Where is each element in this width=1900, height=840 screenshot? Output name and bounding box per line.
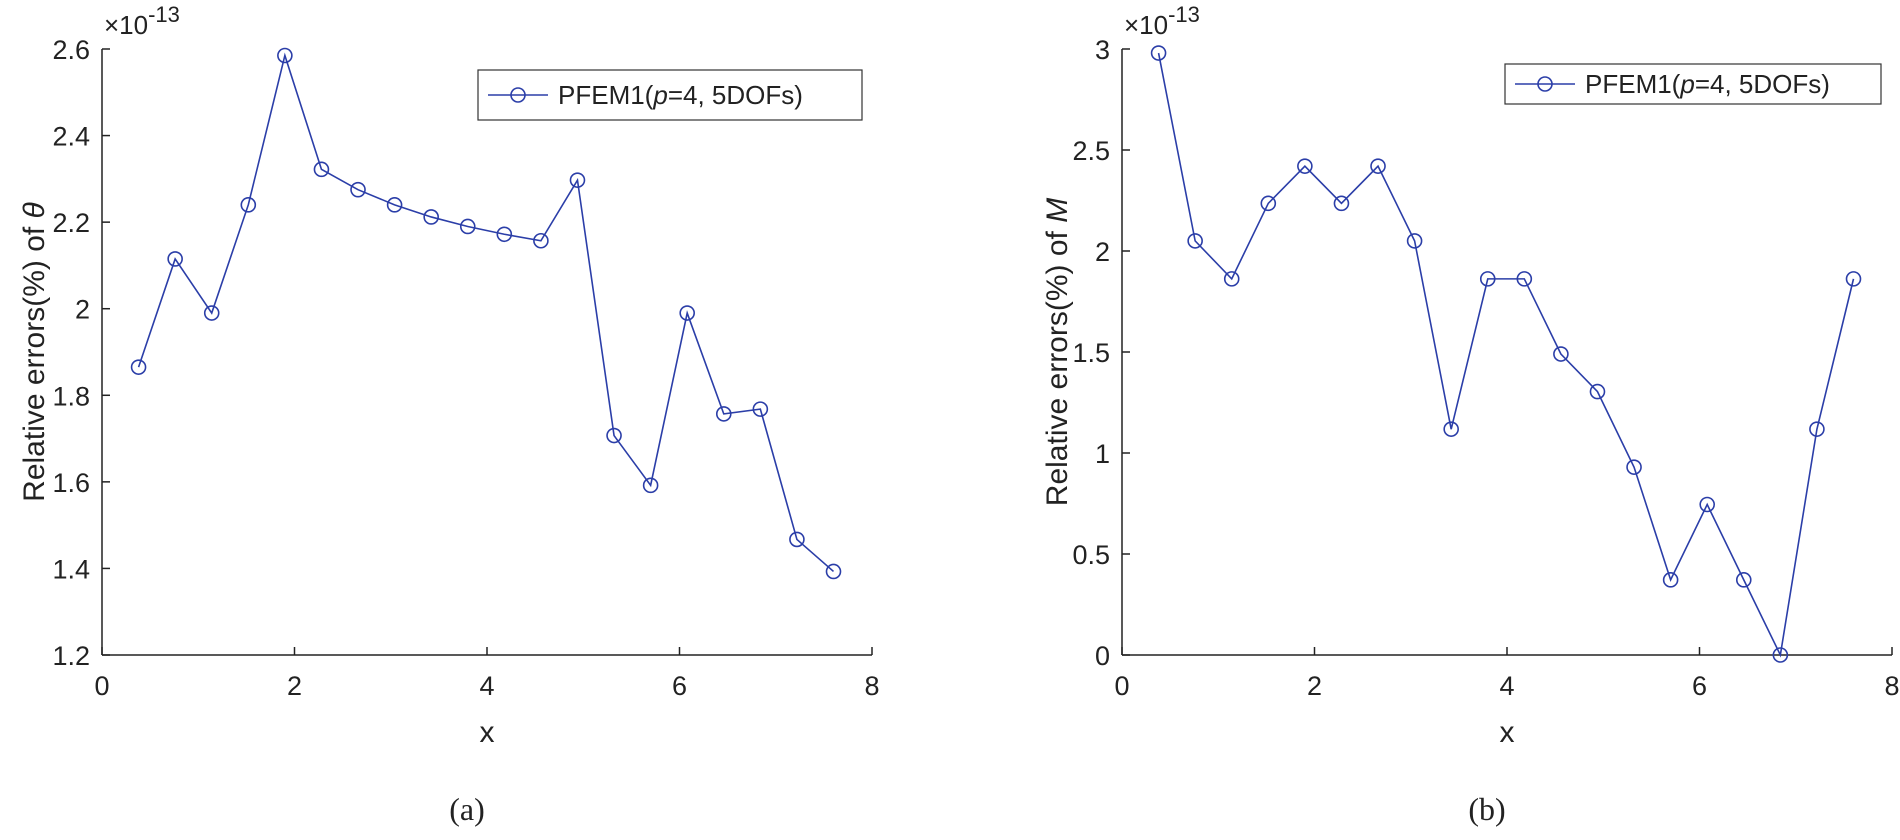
data-point <box>496 226 513 243</box>
data-point <box>1443 421 1459 437</box>
exponent-power: -13 <box>1168 2 1200 27</box>
exponent-base: ×10 <box>1124 10 1168 40</box>
legend-marker-sample <box>510 87 526 103</box>
y-tick-label: 2.6 <box>52 35 90 65</box>
data-point <box>1772 647 1789 663</box>
y-tick-label: 0 <box>1095 641 1110 671</box>
data-point <box>313 161 330 178</box>
data-point <box>1516 271 1533 287</box>
exponent-power: -13 <box>148 2 180 27</box>
data-point <box>1589 383 1606 400</box>
y-axis-label-text: Relative errors(%) of <box>18 218 51 501</box>
data-point <box>1553 346 1569 362</box>
data-point <box>1370 158 1386 174</box>
x-tick-label: 0 <box>94 671 109 701</box>
data-point <box>606 427 622 444</box>
data-point <box>1626 459 1642 475</box>
data-point <box>423 209 439 225</box>
data-point <box>715 406 732 422</box>
legend-label-name: PFEM1( <box>1585 69 1681 99</box>
exponent-label: ×10-13 <box>104 2 180 40</box>
legend-label-italic: p <box>652 80 667 110</box>
data-point <box>789 531 805 548</box>
y-axis-label: Relative errors(%) of θ <box>18 201 51 501</box>
data-point <box>1735 572 1752 588</box>
y-axis-label-symbol: M <box>1041 198 1074 223</box>
data-point <box>240 197 257 213</box>
y-axis-label: Relative errors(%) of M <box>1041 198 1074 506</box>
y-axis-label-text: Relative errors(%) of <box>1041 223 1074 506</box>
y-tick-label: 2.5 <box>1072 136 1110 166</box>
x-tick-label: 2 <box>287 671 302 701</box>
y-tick-label: 3 <box>1095 35 1110 65</box>
data-point <box>1699 496 1715 513</box>
data-point <box>459 218 476 235</box>
data-point <box>167 251 183 267</box>
data-point <box>277 47 293 64</box>
legend: PFEM1(p=4, 5DOFs) <box>1504 63 1882 105</box>
y-tick-label: 1.4 <box>52 554 90 584</box>
legend: PFEM1(p=4, 5DOFs) <box>477 69 863 121</box>
panel-caption: (a) <box>449 791 485 827</box>
y-tick-label: 2 <box>1095 237 1110 267</box>
legend-label-italic: p <box>1679 69 1694 99</box>
exponent-label: ×10-13 <box>1124 2 1200 40</box>
data-point <box>203 305 220 321</box>
data-point <box>1662 572 1679 588</box>
exponent-base: ×10 <box>104 10 148 40</box>
y-tick-label: 0.5 <box>1072 540 1110 570</box>
data-point <box>350 181 366 198</box>
x-tick-label: 4 <box>479 671 494 701</box>
data-point <box>1260 195 1277 212</box>
data-point <box>679 305 696 321</box>
y-tick-label: 1.2 <box>52 641 90 671</box>
x-tick-label: 0 <box>1114 671 1129 701</box>
x-axis-label: x <box>480 716 495 749</box>
data-point <box>569 172 586 188</box>
y-tick-label: 2 <box>75 295 90 325</box>
chart-panel-a: 0 2 4 6 8 1.2 1.4 1.6 1.8 2 2.2 2.4 2.6 ×10-13 x Relati… <box>18 2 880 827</box>
legend-label-rest: =4, 5DOFs) <box>668 80 803 110</box>
data-point <box>752 401 769 417</box>
legend-marker-sample <box>1537 76 1553 92</box>
data-point <box>642 477 659 494</box>
x-tick-label: 8 <box>1884 671 1899 701</box>
data-point <box>1150 45 1167 61</box>
data-point <box>130 359 147 375</box>
x-tick-label: 6 <box>1692 671 1707 701</box>
data-point <box>1297 158 1313 174</box>
x-tick-label: 4 <box>1499 671 1514 701</box>
legend-label-name: PFEM1( <box>558 80 654 110</box>
data-point <box>1223 271 1240 287</box>
legend-label-rest: =4, 5DOFs) <box>1695 69 1830 99</box>
y-tick-label: 1.5 <box>1072 338 1110 368</box>
panel-caption: (b) <box>1468 791 1505 827</box>
x-tick-label: 2 <box>1307 671 1322 701</box>
data-point <box>1479 271 1496 287</box>
data-point <box>1845 271 1862 287</box>
x-tick-label: 8 <box>864 671 879 701</box>
legend-label: PFEM1(p=4, 5DOFs) <box>558 80 803 110</box>
y-tick-label: 2.4 <box>52 122 90 152</box>
series-line <box>137 52 835 573</box>
series-line <box>1157 52 1855 658</box>
data-point <box>1809 421 1825 437</box>
data-point <box>533 232 549 249</box>
y-tick-label: 1.6 <box>52 468 90 498</box>
data-point <box>1406 233 1423 249</box>
data-point <box>386 197 403 213</box>
y-axis-label-symbol: θ <box>18 201 51 218</box>
data-point <box>1187 233 1203 249</box>
data-point <box>1333 195 1350 212</box>
legend-label: PFEM1(p=4, 5DOFs) <box>1585 69 1830 99</box>
x-axis-label: x <box>1500 716 1515 749</box>
y-tick-label: 1 <box>1095 439 1110 469</box>
x-tick-label: 6 <box>672 671 687 701</box>
y-tick-label: 1.8 <box>52 381 90 411</box>
data-point <box>825 563 842 580</box>
chart-panel-b: 0 2 4 6 8 0 0.5 1 1.5 2 2.5 3 ×10-13 x Relative errors… <box>1041 2 1900 827</box>
y-tick-label: 2.2 <box>52 208 90 238</box>
